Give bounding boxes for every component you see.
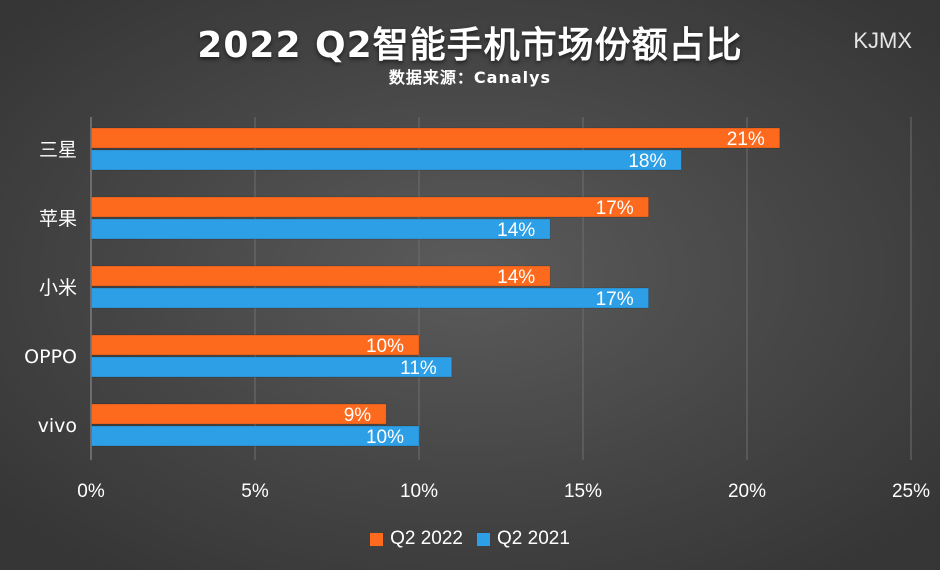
x-tick-label-5: 25% bbox=[892, 481, 930, 502]
chart-title: 2022 Q2智能手机市场份额占比 bbox=[197, 25, 743, 66]
bar-1-3 bbox=[91, 356, 453, 378]
x-tick-label-0: 0% bbox=[77, 481, 105, 502]
data-label-1-1: 14% bbox=[497, 220, 535, 241]
bar-1-1 bbox=[91, 218, 551, 240]
x-tick-label-1: 5% bbox=[241, 481, 269, 502]
legend-item-q2-2022: Q2 2022 bbox=[370, 528, 463, 550]
data-label-0-3: 10% bbox=[366, 336, 404, 357]
chart-subtitle: 数据来源：Canalys bbox=[388, 68, 552, 87]
x-tick-label-2: 10% bbox=[400, 481, 438, 502]
category-label-4: vivo bbox=[38, 415, 77, 437]
category-label-1: 苹果 bbox=[39, 208, 77, 230]
bar-0-3 bbox=[91, 334, 420, 356]
legend-item-q2-2021: Q2 2021 bbox=[477, 528, 570, 550]
data-label-1-0: 18% bbox=[628, 151, 666, 172]
data-label-1-4: 10% bbox=[366, 427, 404, 448]
bar-0-2 bbox=[91, 265, 551, 287]
data-label-0-0: 21% bbox=[727, 129, 765, 150]
watermark-text: KJMX bbox=[853, 28, 912, 53]
category-label-2: 小米 bbox=[39, 277, 77, 299]
x-tick-label-4: 20% bbox=[728, 481, 766, 502]
bar-1-0 bbox=[91, 149, 682, 171]
bar-1-4 bbox=[91, 425, 420, 447]
data-label-0-4: 9% bbox=[344, 405, 372, 426]
legend-label-q2-2022: Q2 2022 bbox=[390, 528, 463, 549]
bar-1-2 bbox=[91, 287, 649, 309]
chart-legend: Q2 2022 Q2 2021 bbox=[0, 528, 940, 550]
bar-0-0 bbox=[91, 127, 781, 149]
legend-label-q2-2021: Q2 2021 bbox=[497, 528, 570, 549]
data-label-1-2: 17% bbox=[596, 289, 634, 310]
category-label-0: 三星 bbox=[39, 139, 77, 161]
data-label-1-3: 11% bbox=[400, 358, 437, 379]
data-label-0-2: 14% bbox=[497, 267, 535, 288]
legend-swatch-q2-2022 bbox=[370, 532, 384, 546]
x-tick-label-3: 15% bbox=[564, 481, 602, 502]
data-label-0-1: 17% bbox=[596, 198, 634, 219]
bar-0-1 bbox=[91, 196, 649, 218]
legend-swatch-q2-2021 bbox=[477, 532, 490, 546]
bar-0-4 bbox=[91, 403, 387, 425]
category-label-3: OPPO bbox=[24, 346, 77, 368]
